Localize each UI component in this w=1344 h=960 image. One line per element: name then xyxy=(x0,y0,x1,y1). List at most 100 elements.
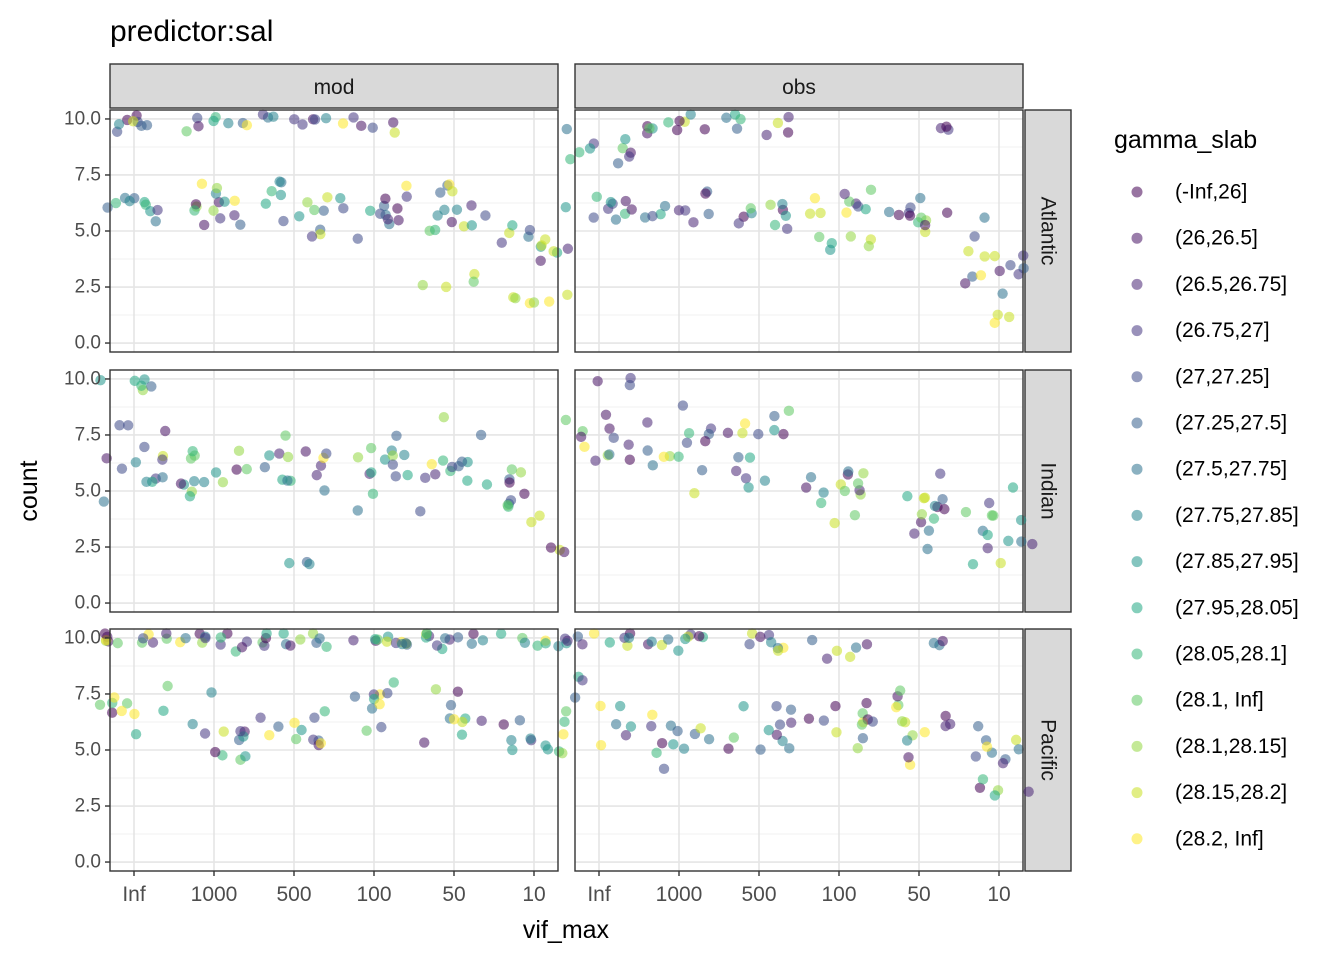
panel-obs-pacific: Inf 1000 500 100 50 10 xyxy=(560,628,1034,906)
data-point xyxy=(674,115,685,127)
data-point xyxy=(320,112,332,124)
data-point xyxy=(141,476,152,488)
data-point xyxy=(744,452,756,463)
data-point xyxy=(187,718,198,730)
x-tick-label: 50 xyxy=(442,883,465,906)
data-point xyxy=(1013,269,1024,280)
data-point xyxy=(658,763,670,775)
data-point xyxy=(699,124,710,135)
data-point xyxy=(771,701,782,712)
data-point xyxy=(918,493,930,504)
data-point xyxy=(624,454,636,465)
data-point xyxy=(304,558,315,570)
data-point xyxy=(743,482,754,493)
data-point xyxy=(849,510,861,521)
data-point xyxy=(784,743,795,754)
data-point xyxy=(1003,311,1015,323)
x-tick-label: 1000 xyxy=(191,883,238,906)
data-point xyxy=(374,699,385,710)
data-point xyxy=(561,123,572,135)
data-point xyxy=(560,414,572,426)
data-point xyxy=(526,516,537,528)
data-point xyxy=(311,469,322,481)
data-point xyxy=(264,450,275,461)
legend-label: (28.1,28.15] xyxy=(1175,735,1287,758)
data-point xyxy=(975,270,987,281)
data-point xyxy=(683,427,695,439)
data-point xyxy=(777,198,788,210)
data-point xyxy=(285,640,296,651)
data-point xyxy=(902,490,913,502)
legend-label: (27.25,27.5] xyxy=(1175,412,1287,435)
data-point xyxy=(282,451,294,463)
data-point xyxy=(804,208,816,219)
data-point xyxy=(723,743,734,754)
data-point xyxy=(617,142,628,154)
data-point xyxy=(366,467,377,478)
y-tick-label: 2.5 xyxy=(75,537,101,558)
data-point xyxy=(506,464,518,475)
x-axis-label: vif_max xyxy=(523,916,610,944)
data-point xyxy=(419,737,430,748)
data-point xyxy=(997,288,1008,299)
data-point xyxy=(937,635,948,647)
data-point xyxy=(445,699,457,711)
data-point xyxy=(116,463,128,474)
data-point xyxy=(745,203,756,214)
data-point xyxy=(545,542,557,553)
data-point xyxy=(502,500,513,511)
data-point xyxy=(519,637,531,648)
legend-label: (28.15,28.2] xyxy=(1175,781,1287,804)
legend-key xyxy=(1131,325,1143,337)
data-point xyxy=(604,449,615,460)
data-point xyxy=(981,741,993,752)
data-point xyxy=(988,510,999,521)
y-axis-label: count xyxy=(15,460,43,521)
data-point xyxy=(904,210,916,221)
data-point xyxy=(608,432,619,444)
data-point xyxy=(595,700,606,712)
data-point xyxy=(626,204,637,215)
x-tick-label: 10 xyxy=(522,883,545,906)
data-point xyxy=(475,429,487,441)
data-point xyxy=(755,631,766,643)
data-point xyxy=(915,192,926,204)
data-point xyxy=(198,476,210,488)
data-point xyxy=(800,482,812,493)
data-point xyxy=(803,713,815,724)
data-point xyxy=(240,751,251,762)
column-strip-mod xyxy=(109,63,559,109)
data-point xyxy=(261,628,272,639)
data-point xyxy=(844,196,855,207)
legend-key xyxy=(1131,186,1143,198)
data-point xyxy=(415,506,426,517)
data-point xyxy=(498,719,509,730)
data-point xyxy=(841,207,852,218)
data-point xyxy=(960,506,972,518)
data-point xyxy=(623,632,635,644)
data-point xyxy=(783,111,794,123)
data-point xyxy=(152,204,163,216)
data-point xyxy=(815,497,827,509)
data-point xyxy=(997,757,1009,769)
legend-label: (26.5,26.75] xyxy=(1175,273,1287,296)
data-point xyxy=(731,465,742,477)
data-point xyxy=(114,420,125,431)
data-point xyxy=(944,718,956,730)
data-point xyxy=(206,687,217,698)
data-point xyxy=(532,640,543,651)
panel-border xyxy=(574,628,1024,872)
legend: (-Inf,26] (26,26.5] (26.5,26.75] (26.75,27]… xyxy=(1131,181,1299,850)
data-point xyxy=(625,721,637,732)
data-point xyxy=(102,202,113,213)
panel-border xyxy=(574,109,1024,353)
data-point xyxy=(229,210,240,221)
data-point xyxy=(309,114,321,125)
column-strip-label: mod xyxy=(314,76,355,99)
data-point xyxy=(369,634,381,645)
data-point xyxy=(297,119,308,130)
data-point xyxy=(438,412,450,423)
data-point xyxy=(733,452,744,463)
y-tick-label: 5.0 xyxy=(75,740,101,761)
data-point xyxy=(818,487,829,498)
